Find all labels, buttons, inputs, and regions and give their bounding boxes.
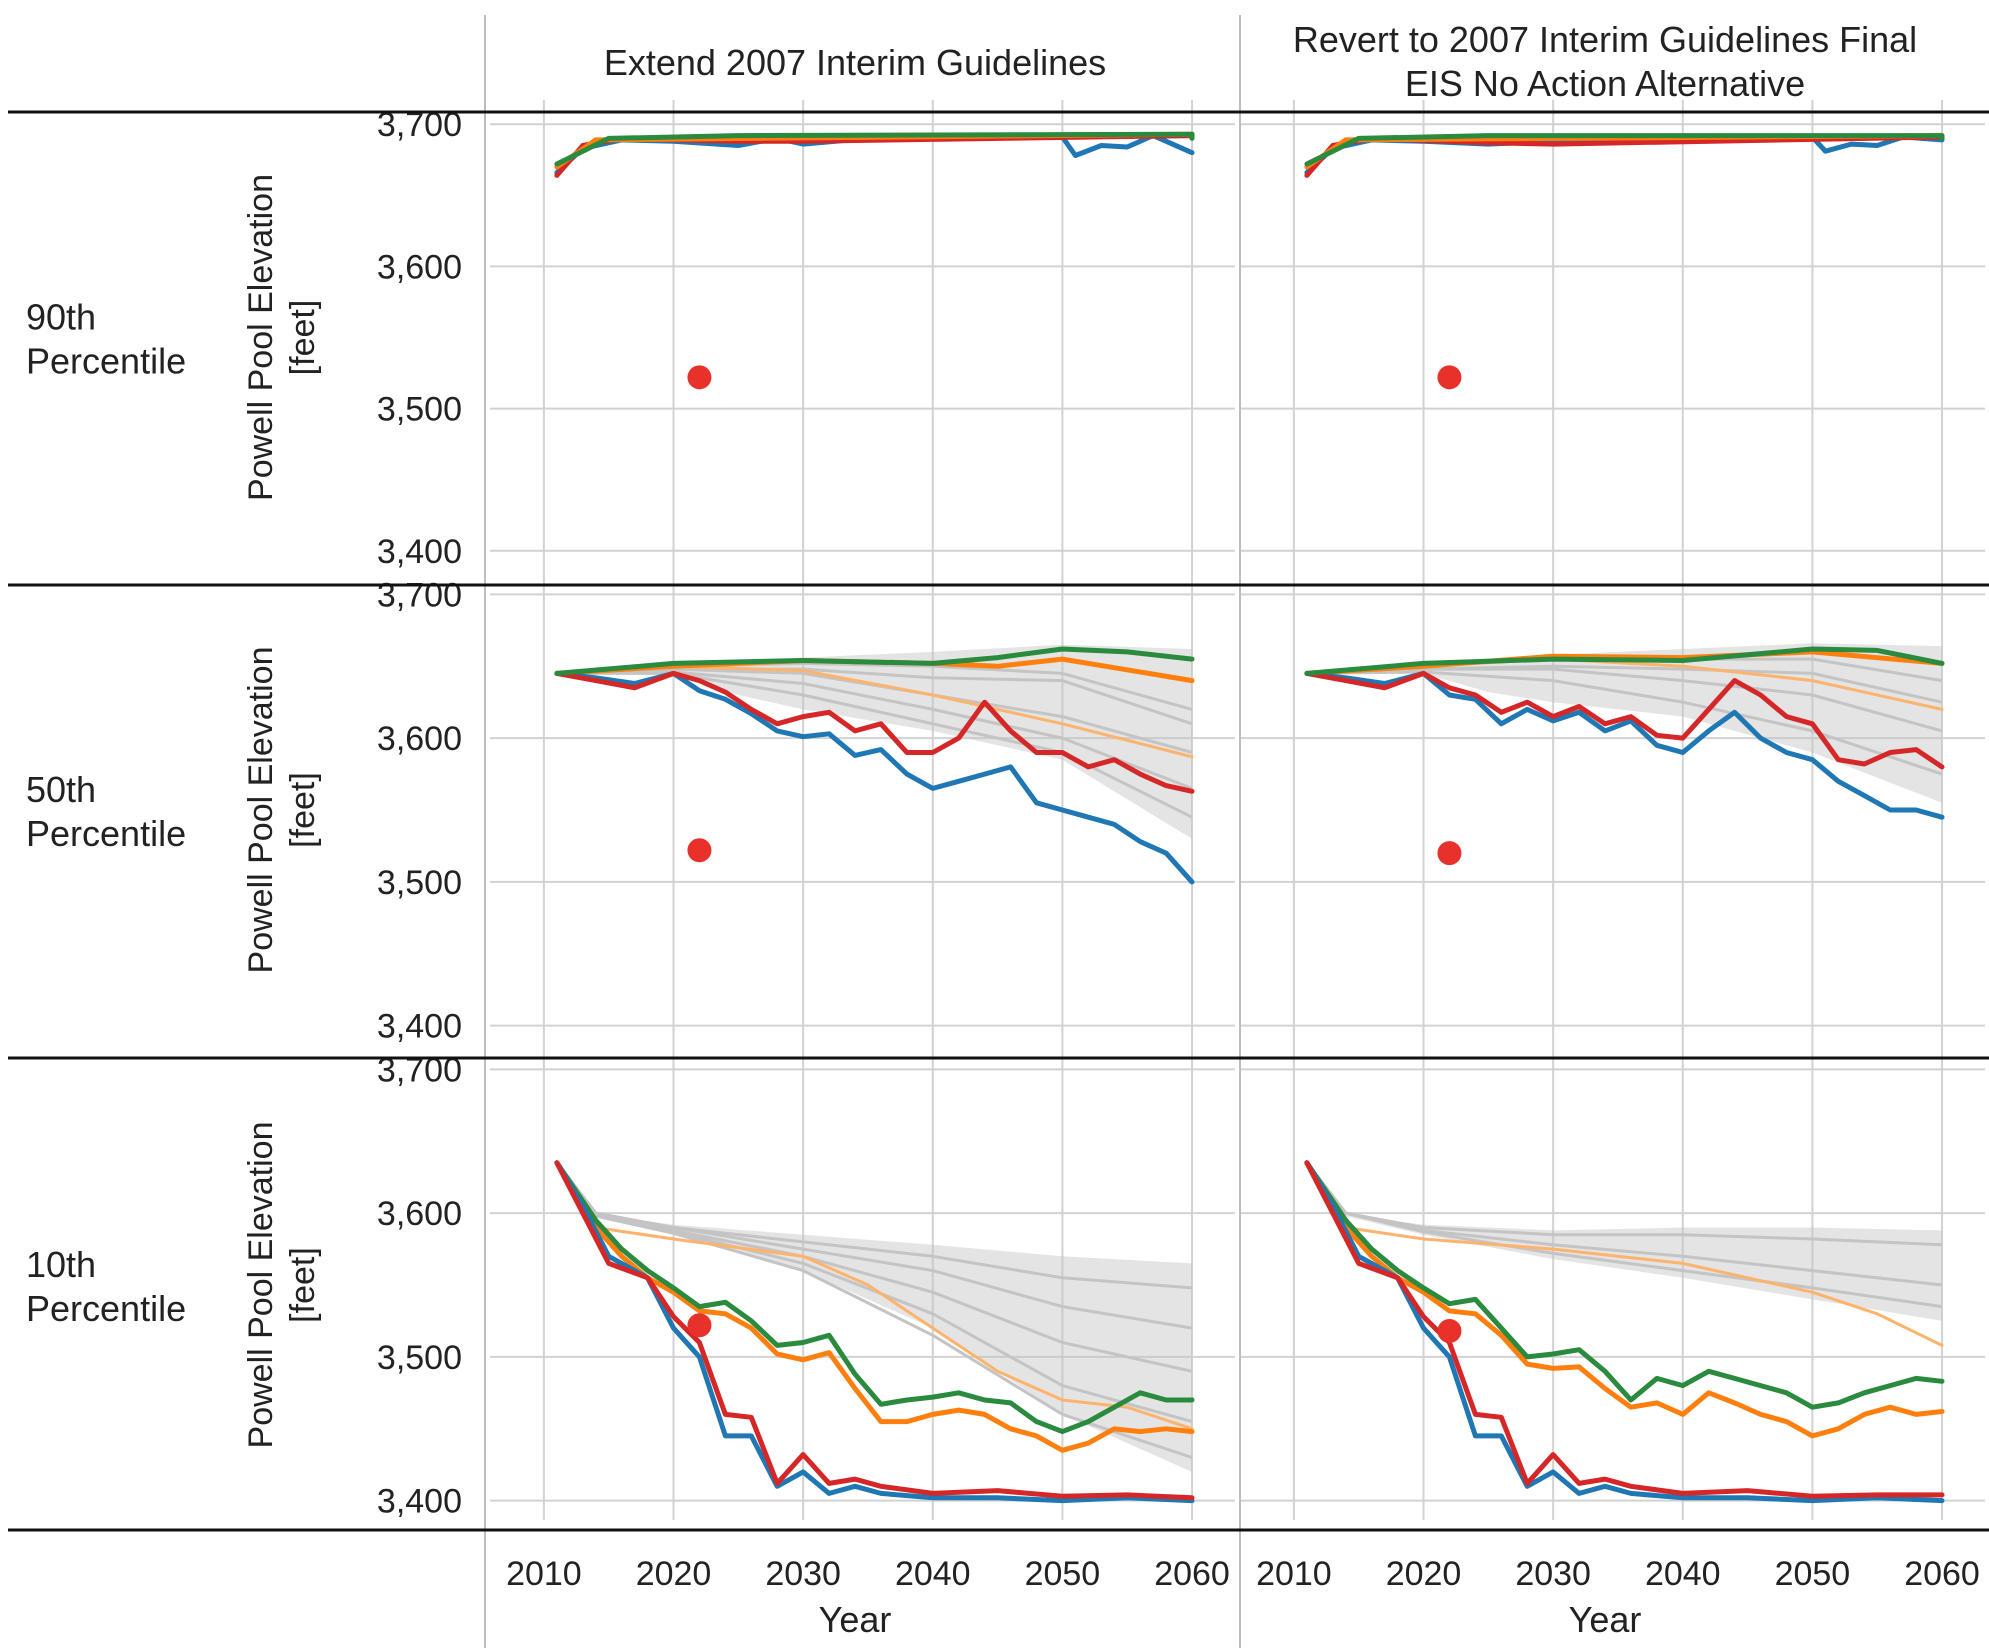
y-tick-label: 3,500 (377, 1339, 462, 1377)
row-title: 50th (26, 769, 96, 810)
y-tick-label: 3,500 (377, 391, 462, 429)
y-tick-label: 3,600 (377, 720, 462, 758)
series-line-green (554, 131, 1195, 167)
x-axis-title: Year (819, 1599, 892, 1640)
chart-panel: 3,400 3,500 3,600 3,700 (377, 570, 1235, 1046)
x-tick-label: 2060 (1154, 1555, 1230, 1593)
y-axis-title: Powell Pool Elevation (242, 174, 280, 501)
ensemble-range-band (1306, 1162, 1942, 1321)
series-line-blue (1304, 670, 1945, 820)
chart-panels: 3,4003,5003,6003,7003,4003,5003,6003,700… (377, 100, 1985, 1521)
x-tick-label: 2040 (1645, 1555, 1721, 1593)
column-title: Extend 2007 Interim Guidelines (604, 42, 1106, 83)
series-line-red (554, 670, 1195, 794)
x-axis-title: Year (1569, 1599, 1642, 1640)
series-line-red (1304, 670, 1945, 770)
column-titles: Extend 2007 Interim Guidelines Revert to … (604, 19, 1917, 104)
series-line-green (554, 646, 1195, 676)
x-axes: 2010 2020 2030 2040 2050 2060 Year 2010 2020 2030… (506, 1555, 1980, 1640)
marker-dot (687, 365, 712, 390)
series-line-orange (1304, 1160, 1945, 1439)
series-line-green (554, 1160, 1195, 1435)
x-tick-label: 2050 (1025, 1555, 1101, 1593)
x-tick-label: 2040 (895, 1555, 971, 1593)
ensemble-trace (1306, 670, 1943, 776)
marker-dot (687, 838, 712, 863)
series-line-light_orange (555, 1161, 1194, 1431)
series-line-green (1304, 646, 1945, 676)
row-title: Percentile (26, 1288, 186, 1329)
y-tick-label: 3,400 (377, 1008, 462, 1046)
y-tick-label: 3,400 (377, 1483, 462, 1521)
ensemble-trace (1305, 1161, 1943, 1309)
marker-dot (1437, 1319, 1462, 1343)
y-axis-title: [feet] (284, 300, 322, 376)
column-title: Revert to 2007 Interim Guidelines Final (1293, 19, 1917, 60)
y-axis-title: [feet] (284, 1247, 322, 1323)
chart-panel (1240, 570, 1985, 1045)
x-tick-label: 2050 (1775, 1555, 1851, 1593)
x-tick-label: 2060 (1904, 1555, 1980, 1593)
series-line-green (1304, 1160, 1945, 1410)
x-tick-label: 2030 (1515, 1555, 1591, 1593)
marker-dot (1437, 841, 1462, 866)
chart-panel (1240, 1045, 1985, 1520)
column-title: EIS No Action Alternative (1405, 63, 1805, 104)
y-axis-title: Powell Pool Elevation (242, 1122, 280, 1449)
x-tick-label: 2010 (506, 1555, 582, 1593)
row-title: 90th (26, 297, 96, 338)
series-line-orange (554, 1160, 1195, 1453)
row-title: 10th (26, 1244, 96, 1285)
y-tick-label: 3,700 (377, 576, 462, 614)
y-axis-title: Powell Pool Elevation (242, 647, 280, 974)
row-title: Percentile (26, 341, 186, 382)
series-line-red (554, 1160, 1195, 1501)
x-tick-label: 2010 (1256, 1555, 1332, 1593)
row-title: Percentile (26, 813, 186, 854)
x-tick-label: 2020 (1386, 1555, 1462, 1593)
series-line-light_orange (1305, 1161, 1944, 1347)
x-tick-label: 2020 (636, 1555, 712, 1593)
y-tick-label: 3,400 (377, 533, 462, 571)
ensemble-trace (555, 1161, 1193, 1424)
y-tick-label: 3,500 (377, 864, 462, 902)
series-line-blue (554, 670, 1195, 885)
series-line-red (1304, 1160, 1945, 1499)
marker-dot (687, 1313, 712, 1338)
series-line-green (1304, 133, 1945, 167)
y-tick-label: 3,600 (377, 248, 462, 286)
chart-panel (1240, 100, 1985, 570)
x-tick-label: 2030 (765, 1555, 841, 1593)
ensemble-range-band (1306, 643, 1942, 803)
y-tick-label: 3,600 (377, 1195, 462, 1233)
marker-dot (1437, 365, 1462, 390)
chart-frame (8, 15, 1989, 1648)
ensemble-range-band (556, 644, 1192, 839)
y-axis-title: [feet] (284, 772, 322, 848)
